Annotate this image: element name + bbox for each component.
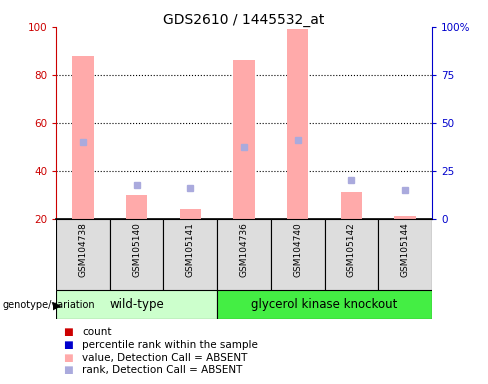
Text: ■: ■ [63, 327, 73, 337]
Bar [341, 192, 362, 219]
Bar [110, 219, 163, 290]
Bar [56, 290, 217, 319]
Text: GSM105144: GSM105144 [401, 222, 409, 277]
Bar [56, 219, 110, 290]
Text: count: count [82, 327, 111, 337]
Text: ■: ■ [63, 365, 73, 375]
Text: GSM105141: GSM105141 [186, 222, 195, 277]
Bar [378, 219, 432, 290]
Bar [287, 29, 308, 219]
Bar [72, 56, 94, 219]
Text: ■: ■ [63, 340, 73, 350]
Text: ■: ■ [63, 353, 73, 362]
Text: GSM104740: GSM104740 [293, 222, 302, 277]
Bar [126, 195, 147, 219]
Bar [233, 60, 255, 219]
Text: GSM105140: GSM105140 [132, 222, 141, 277]
Bar [271, 219, 325, 290]
Text: GSM105142: GSM105142 [347, 222, 356, 277]
Text: glycerol kinase knockout: glycerol kinase knockout [251, 298, 398, 311]
Text: GDS2610 / 1445532_at: GDS2610 / 1445532_at [163, 13, 325, 27]
Bar [325, 219, 378, 290]
Text: GSM104736: GSM104736 [240, 222, 248, 277]
Bar [180, 209, 201, 219]
Text: genotype/variation: genotype/variation [2, 300, 95, 310]
Text: rank, Detection Call = ABSENT: rank, Detection Call = ABSENT [82, 365, 243, 375]
Bar [217, 219, 271, 290]
Text: wild-type: wild-type [109, 298, 164, 311]
Text: percentile rank within the sample: percentile rank within the sample [82, 340, 258, 350]
Text: ▶: ▶ [53, 300, 61, 310]
Text: GSM104738: GSM104738 [79, 222, 87, 277]
Bar [163, 219, 217, 290]
Text: value, Detection Call = ABSENT: value, Detection Call = ABSENT [82, 353, 247, 362]
Bar [394, 217, 416, 219]
Bar [217, 290, 432, 319]
